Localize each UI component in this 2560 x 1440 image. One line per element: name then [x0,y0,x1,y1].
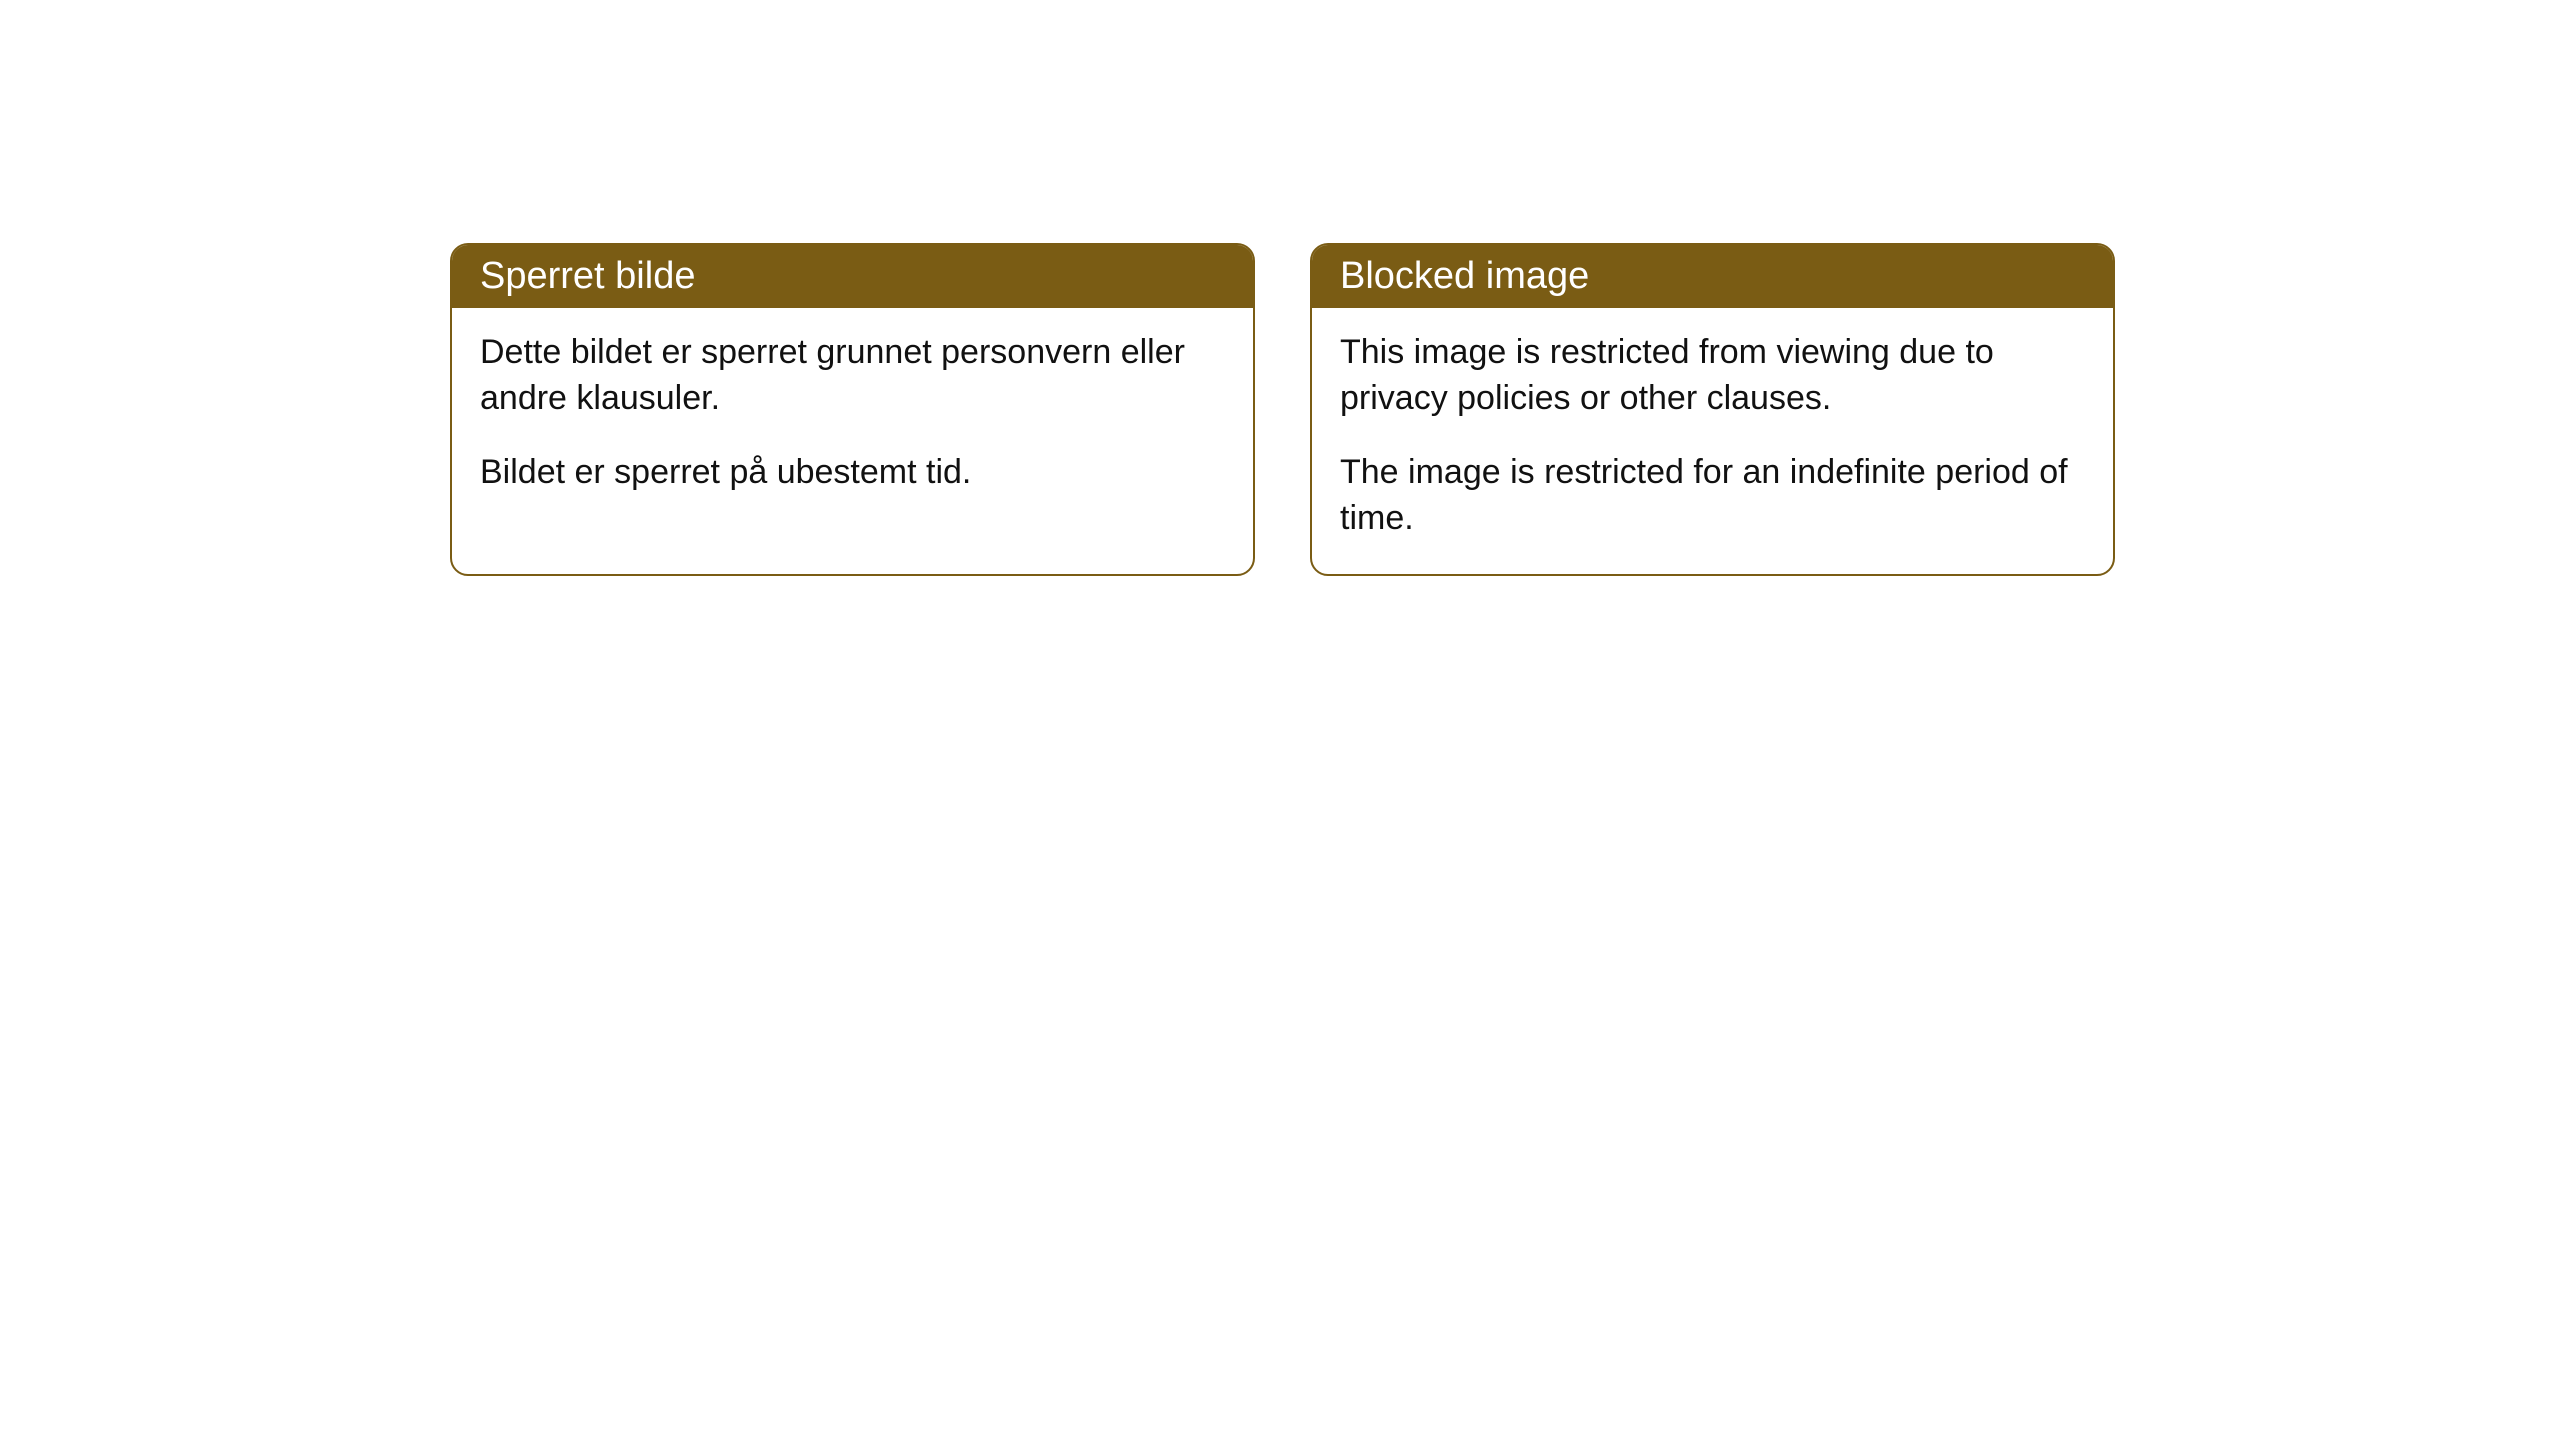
card-paragraph: Dette bildet er sperret grunnet personve… [480,330,1225,422]
cards-container: Sperret bilde Dette bildet er sperret gr… [0,0,2560,576]
card-paragraph: Bildet er sperret på ubestemt tid. [480,450,1225,496]
card-english: Blocked image This image is restricted f… [1310,243,2115,576]
card-header-english: Blocked image [1312,245,2113,308]
card-header-norwegian: Sperret bilde [452,245,1253,308]
card-norwegian: Sperret bilde Dette bildet er sperret gr… [450,243,1255,576]
card-paragraph: The image is restricted for an indefinit… [1340,450,2085,542]
card-body-english: This image is restricted from viewing du… [1312,308,2113,574]
card-body-norwegian: Dette bildet er sperret grunnet personve… [452,308,1253,528]
card-paragraph: This image is restricted from viewing du… [1340,330,2085,422]
